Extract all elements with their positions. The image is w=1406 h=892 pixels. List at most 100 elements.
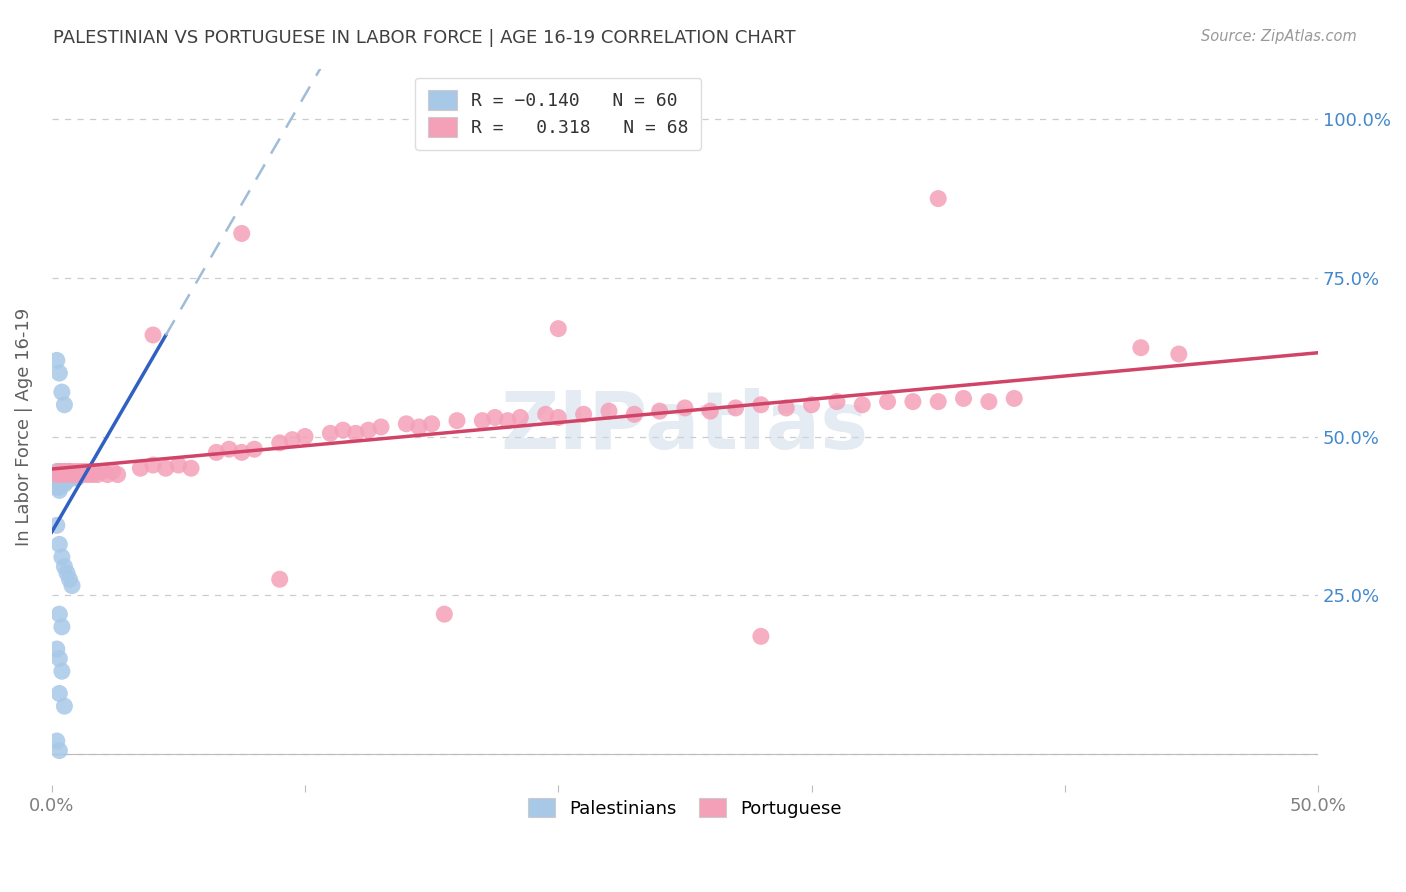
Text: ZIPatlas: ZIPatlas	[501, 388, 869, 466]
Point	[51, 471, 73, 485]
Point	[851, 398, 873, 412]
Point	[66, 471, 89, 485]
Point	[332, 423, 354, 437]
Point	[48, 483, 70, 498]
Point	[48, 743, 70, 757]
Point	[73, 464, 96, 478]
Point	[231, 227, 253, 241]
Point	[48, 464, 70, 478]
Point	[58, 464, 80, 478]
Point	[82, 467, 104, 482]
Point	[648, 404, 671, 418]
Point	[395, 417, 418, 431]
Point	[51, 467, 73, 482]
Point	[53, 464, 76, 478]
Point	[58, 471, 80, 485]
Point	[76, 467, 98, 482]
Point	[45, 642, 67, 657]
Point	[63, 467, 86, 482]
Point	[370, 420, 392, 434]
Point	[101, 464, 124, 478]
Point	[1129, 341, 1152, 355]
Point	[60, 471, 83, 485]
Point	[319, 426, 342, 441]
Point	[56, 474, 79, 488]
Point	[79, 464, 101, 478]
Point	[231, 445, 253, 459]
Point	[96, 467, 118, 482]
Point	[180, 461, 202, 475]
Point	[825, 394, 848, 409]
Text: PALESTINIAN VS PORTUGUESE IN LABOR FORCE | AGE 16-19 CORRELATION CHART: PALESTINIAN VS PORTUGUESE IN LABOR FORCE…	[53, 29, 796, 46]
Point	[155, 461, 177, 475]
Point	[484, 410, 506, 425]
Point	[53, 699, 76, 714]
Point	[56, 467, 79, 482]
Point	[44, 474, 66, 488]
Point	[51, 477, 73, 491]
Point	[69, 464, 91, 478]
Point	[107, 467, 129, 482]
Point	[48, 477, 70, 491]
Point	[876, 394, 898, 409]
Point	[51, 620, 73, 634]
Point	[70, 467, 93, 482]
Point	[167, 458, 190, 472]
Point	[344, 426, 367, 441]
Point	[45, 480, 67, 494]
Point	[51, 464, 73, 478]
Point	[45, 467, 67, 482]
Legend: Palestinians, Portuguese: Palestinians, Portuguese	[516, 785, 855, 830]
Point	[48, 537, 70, 551]
Point	[45, 474, 67, 488]
Point	[927, 192, 949, 206]
Point	[142, 328, 165, 343]
Point	[269, 572, 291, 586]
Point	[63, 464, 86, 478]
Point	[547, 321, 569, 335]
Point	[977, 394, 1000, 409]
Point	[53, 477, 76, 491]
Point	[66, 467, 89, 482]
Point	[509, 410, 531, 425]
Point	[45, 353, 67, 368]
Point	[775, 401, 797, 415]
Point	[63, 471, 86, 485]
Point	[699, 404, 721, 418]
Point	[91, 464, 114, 478]
Point	[471, 414, 494, 428]
Point	[598, 404, 620, 418]
Point	[58, 572, 80, 586]
Y-axis label: In Labor Force | Age 16-19: In Labor Force | Age 16-19	[15, 308, 32, 546]
Point	[496, 414, 519, 428]
Point	[51, 665, 73, 679]
Point	[927, 394, 949, 409]
Point	[800, 398, 823, 412]
Point	[66, 467, 89, 482]
Point	[1167, 347, 1189, 361]
Point	[48, 651, 70, 665]
Point	[53, 471, 76, 485]
Point	[952, 392, 974, 406]
Point	[48, 480, 70, 494]
Point	[56, 464, 79, 478]
Point	[53, 398, 76, 412]
Point	[534, 407, 557, 421]
Point	[44, 477, 66, 491]
Point	[48, 607, 70, 622]
Point	[60, 467, 83, 482]
Point	[60, 579, 83, 593]
Point	[446, 414, 468, 428]
Point	[294, 429, 316, 443]
Point	[547, 410, 569, 425]
Point	[53, 559, 76, 574]
Point	[58, 464, 80, 478]
Point	[86, 467, 108, 482]
Text: Source: ZipAtlas.com: Source: ZipAtlas.com	[1201, 29, 1357, 44]
Point	[408, 420, 430, 434]
Point	[48, 474, 70, 488]
Point	[53, 464, 76, 478]
Point	[48, 464, 70, 478]
Point	[420, 417, 443, 431]
Point	[724, 401, 747, 415]
